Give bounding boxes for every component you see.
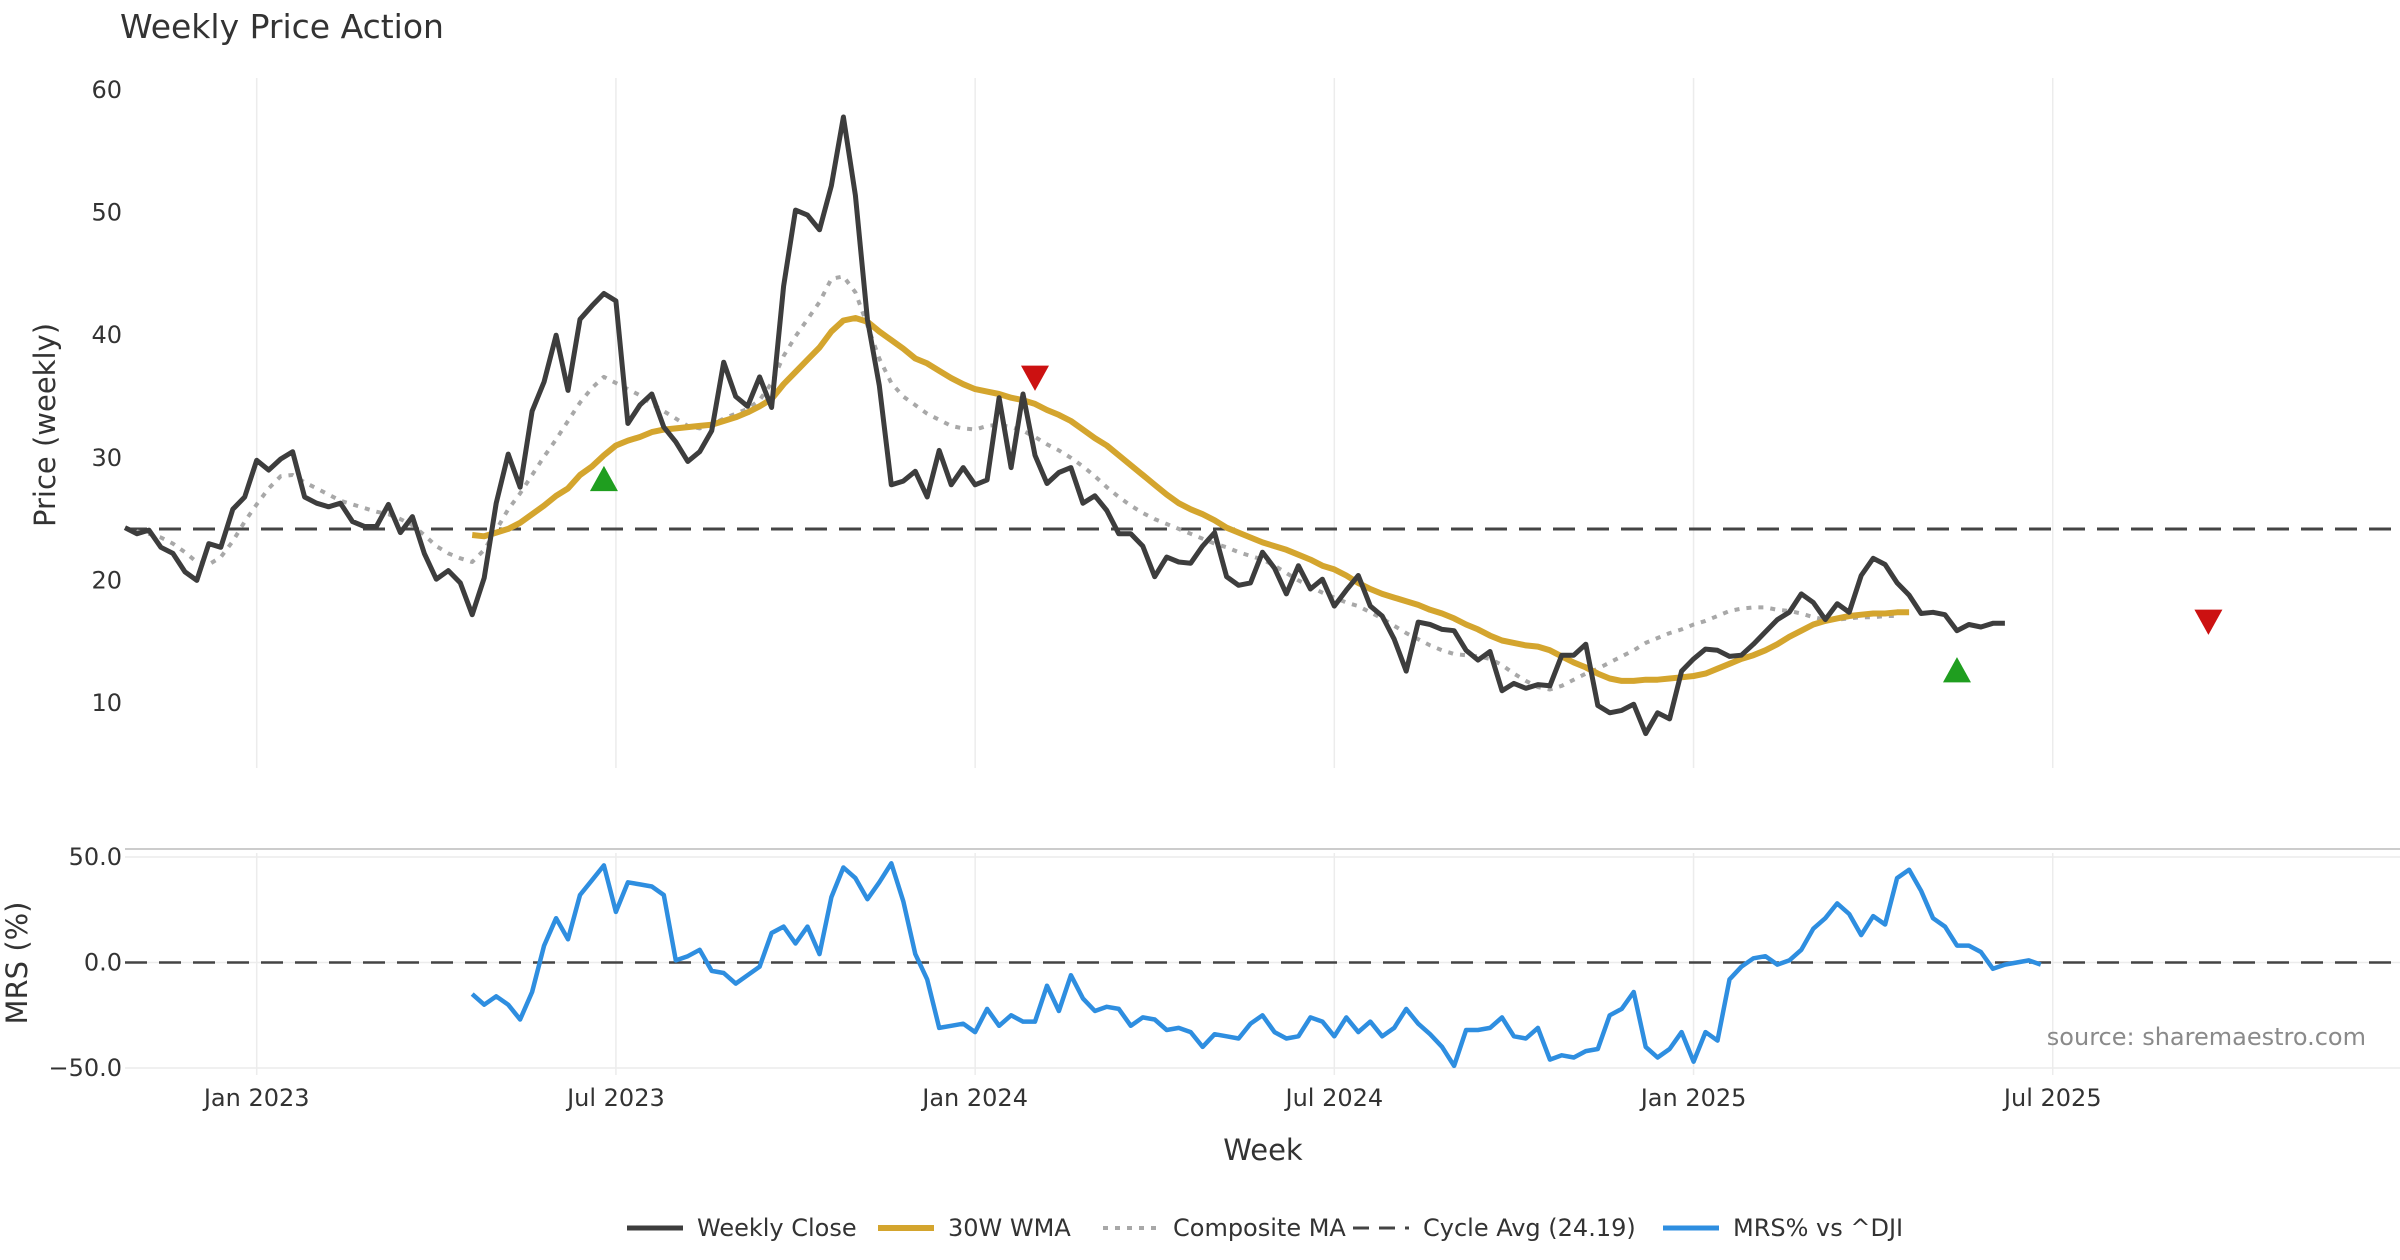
x-tick-label: Jan 2023 <box>202 1084 310 1112</box>
chart-title: Weekly Price Action <box>120 7 444 46</box>
price-y-tick-label: 20 <box>91 566 122 594</box>
legend-item: MRS% vs ^DJI <box>1663 1214 1903 1242</box>
price-grid <box>255 78 2054 768</box>
price-y-axis-title: Price (weekly) <box>28 323 62 527</box>
composite-ma-series <box>124 274 1898 692</box>
mrs-y-ticks: 50.0 0.0 −50.0 <box>48 843 122 1082</box>
price-y-ticks: 10 20 30 40 50 60 <box>91 76 122 717</box>
sell-signal-marker <box>2194 609 2223 635</box>
buy-signal-marker <box>589 465 618 492</box>
legend-item: Composite MA <box>1103 1214 1346 1242</box>
legend-label: Cycle Avg (24.19) <box>1423 1214 1636 1242</box>
legend: Weekly Close 30W WMA Composite MA Cycle Avg… <box>627 1214 1903 1242</box>
x-axis-title: Week <box>1223 1133 1303 1167</box>
x-ticks: Jan 2023 Jul 2023 Jan 2024 Jul 2024 Jan 2025… <box>202 1084 2102 1112</box>
legend-label: 30W WMA <box>948 1214 1071 1242</box>
mrs-y-tick-label: 50.0 <box>69 843 122 871</box>
mrs-y-tick-label: −50.0 <box>48 1054 122 1082</box>
legend-label: Composite MA <box>1173 1214 1346 1242</box>
price-y-tick-label: 10 <box>91 689 122 717</box>
buy-signal-marker <box>1942 657 1971 683</box>
price-y-tick-label: 60 <box>91 76 122 104</box>
x-tick-label: Jul 2024 <box>1284 1084 1384 1112</box>
price-y-tick-label: 30 <box>91 444 122 472</box>
legend-label: MRS% vs ^DJI <box>1733 1214 1903 1242</box>
legend-item: 30W WMA <box>878 1214 1071 1242</box>
x-tick-label: Jan 2024 <box>920 1084 1028 1112</box>
x-tick-label: Jan 2025 <box>1639 1084 1747 1112</box>
price-y-tick-label: 40 <box>91 321 122 349</box>
source-note: source: sharemaestro.com <box>2047 1023 2366 1051</box>
legend-item: Cycle Avg (24.19) <box>1353 1214 1636 1242</box>
x-tick-label: Jul 2023 <box>565 1084 665 1112</box>
mrs-y-axis-title: MRS (%) <box>0 902 34 1025</box>
mrs-y-tick-label: 0.0 <box>84 949 122 977</box>
x-tick-label: Jul 2025 <box>2002 1084 2102 1112</box>
weekly-close-series <box>123 114 2005 737</box>
price-y-tick-label: 50 <box>91 199 122 227</box>
signal-markers <box>589 365 2223 683</box>
mrs-series <box>470 861 2042 1069</box>
legend-label: Weekly Close <box>697 1214 857 1242</box>
legend-item: Weekly Close <box>627 1214 857 1242</box>
sell-signal-marker <box>1021 365 1049 391</box>
